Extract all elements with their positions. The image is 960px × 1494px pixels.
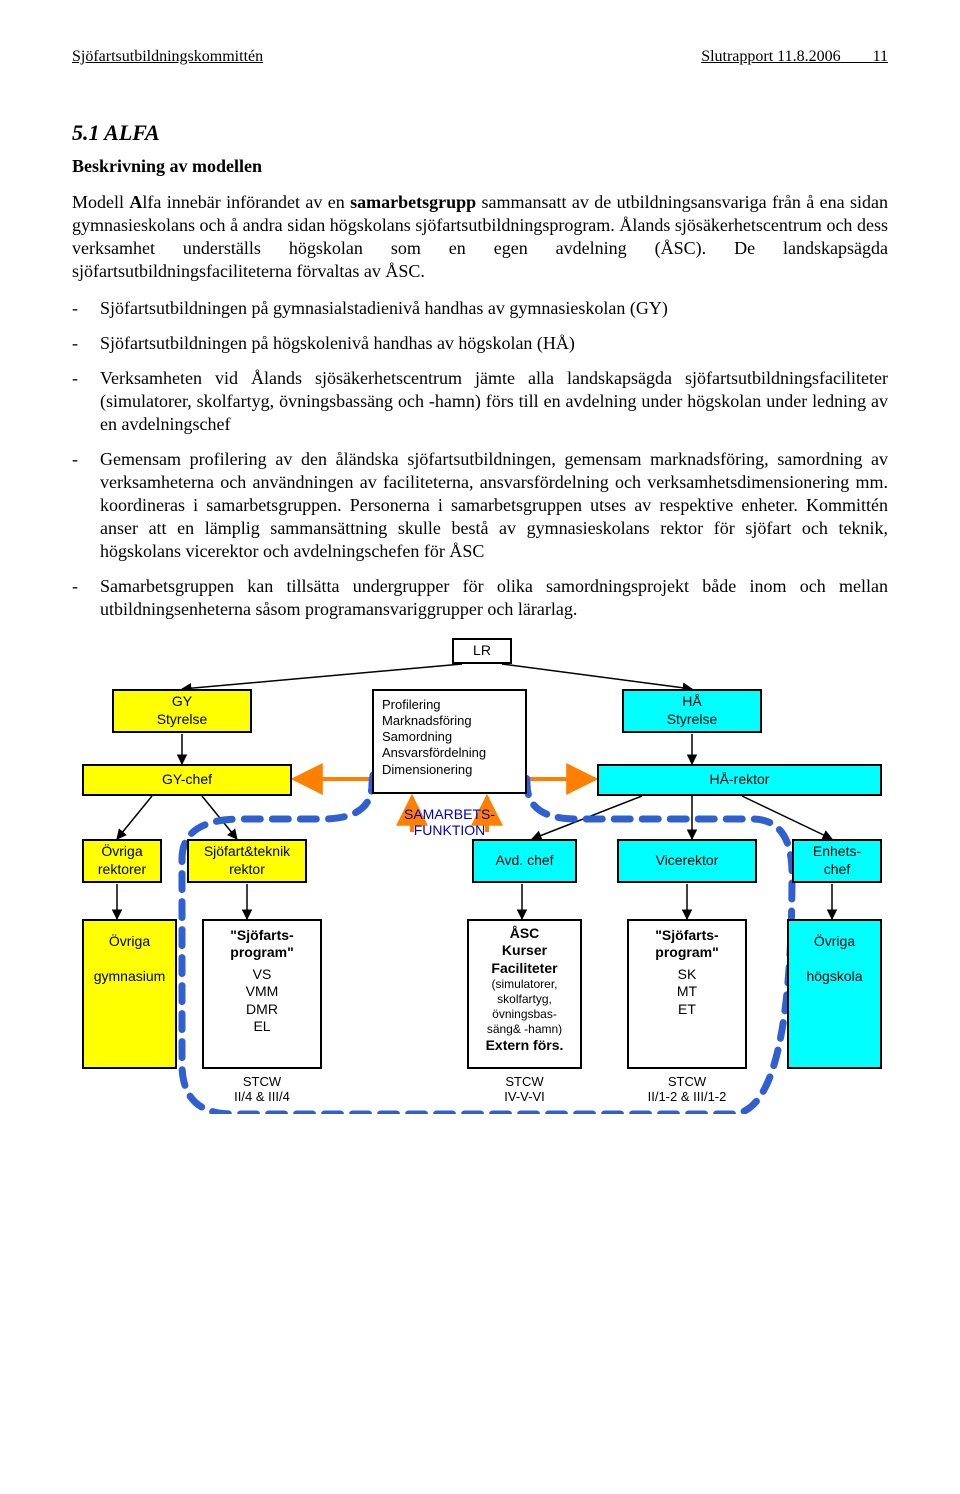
header-left: Sjöfartsutbildningskommittén — [72, 48, 263, 66]
section-subheading: Beskrivning av modellen — [72, 156, 888, 177]
box-sjofartsprogram-left: "Sjöfarts-program" VS VMM DMR EL — [202, 919, 322, 1069]
list-item: -Samarbetsgruppen kan tillsätta undergru… — [72, 575, 888, 621]
box-enhetschef: Enhets-chef — [792, 839, 882, 883]
box-vicerektor: Vicerektor — [617, 839, 757, 883]
list-item: -Sjöfartsutbildningen på gymnasialstadie… — [72, 297, 888, 320]
box-sjofart-teknik-rektor: Sjöfart&teknikrektor — [187, 839, 307, 883]
org-diagram: LR GYStyrelse HÅStyrelse ProfileringMark… — [72, 634, 892, 1114]
box-ha-rektor: HÅ-rektor — [597, 764, 882, 796]
body-paragraph: Modell Alfa innebär införandet av en sam… — [72, 191, 888, 283]
list-item: -Sjöfartsutbildningen på högskolenivå ha… — [72, 332, 888, 355]
box-ovriga-rektorer: Övrigarektorer — [82, 839, 162, 883]
box-avd-chef: Avd. chef — [472, 839, 577, 883]
box-koord-list: ProfileringMarknadsföringSamordningAnsva… — [372, 689, 527, 794]
label-stcw-mid: STCWIV-V-VI — [467, 1074, 582, 1105]
label-stcw-right: STCWII/1-2 & III/1-2 — [627, 1074, 747, 1105]
box-ha-styrelse: HÅStyrelse — [622, 689, 762, 733]
bullet-list: -Sjöfartsutbildningen på gymnasialstadie… — [72, 297, 888, 621]
header-right: Slutrapport 11.8.2006 11 — [701, 48, 888, 66]
box-lr: LR — [452, 638, 512, 664]
box-ovriga-hogskola: Övrigahögskola — [787, 919, 882, 1069]
box-asc: ÅSC Kurser Faciliteter (simulatorer,skol… — [467, 919, 582, 1069]
page-header: Sjöfartsutbildningskommittén Slutrapport… — [72, 48, 888, 66]
list-item: -Verksamheten vid Ålands sjösäkerhetscen… — [72, 367, 888, 436]
box-sjofartsprogram-right: "Sjöfarts-program" SK MT ET — [627, 919, 747, 1069]
section-number: 5.1 ALFA — [72, 120, 888, 146]
box-gy-styrelse: GYStyrelse — [112, 689, 252, 733]
box-ovriga-gymnasium: Övrigagymnasium — [82, 919, 177, 1069]
label-samarbetsfunktion: SAMARBETS-FUNKTION — [372, 806, 527, 840]
label-stcw-left: STCWII/4 & III/4 — [202, 1074, 322, 1105]
box-gy-chef: GY-chef — [82, 764, 292, 796]
list-item: -Gemensam profilering av den åländska sj… — [72, 448, 888, 563]
